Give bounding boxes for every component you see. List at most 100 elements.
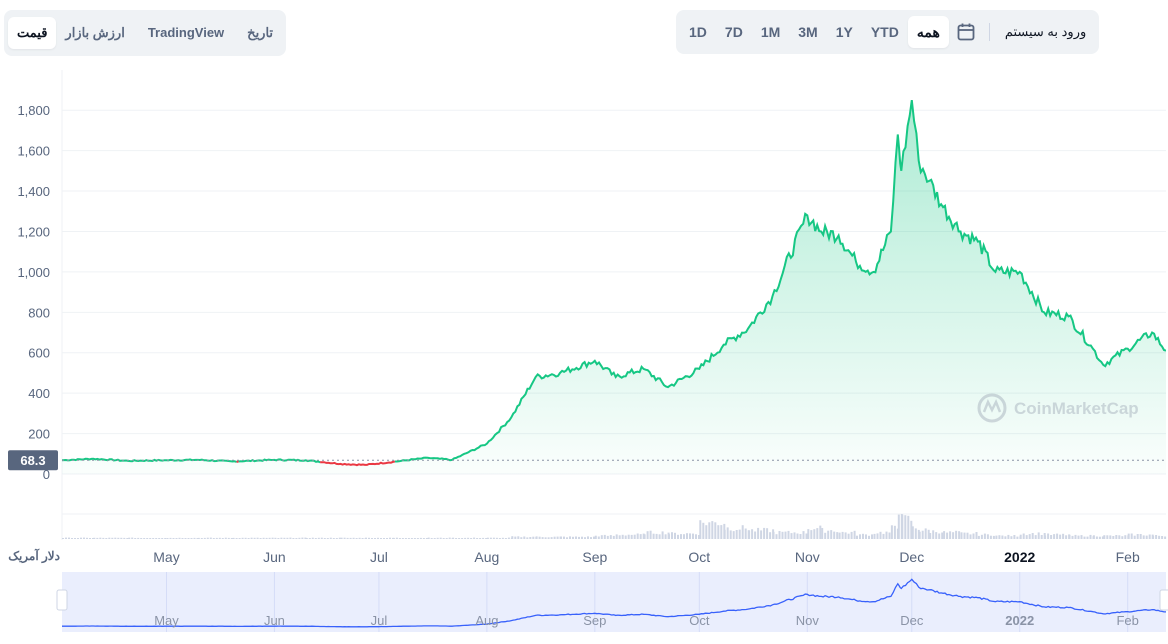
y-tick-label: 800 <box>28 305 50 320</box>
volume-bar <box>946 532 949 539</box>
volume-bar <box>1164 536 1167 539</box>
volume-bar <box>1016 536 1019 539</box>
currency-label: دلار آمریک <box>8 547 60 564</box>
volume-bar <box>850 531 853 539</box>
volume-bar <box>1086 536 1089 539</box>
volume-bar <box>96 537 99 539</box>
volume-bar <box>221 538 224 539</box>
volume-bar <box>175 538 178 539</box>
volume-bar <box>479 538 482 539</box>
range-7d-button[interactable]: 7D <box>724 24 743 40</box>
range-navigator[interactable]: May Jun Jul Aug Sep Oct Nov Dec 2022 Feb <box>56 572 1168 632</box>
volume-bar <box>532 536 535 539</box>
volume-bar <box>998 535 1001 539</box>
volume-bar <box>692 533 694 539</box>
volume-bar <box>111 537 114 539</box>
navigator-left-handle[interactable] <box>56 589 68 611</box>
volume-bar <box>143 538 146 539</box>
volume-bar <box>760 530 763 539</box>
volume-bar <box>597 536 600 539</box>
volume-bar <box>105 538 108 539</box>
range-3m-button[interactable]: 3M <box>798 24 818 40</box>
volume-bar <box>209 537 212 539</box>
volume-bar <box>769 532 772 539</box>
volume-bar <box>395 537 398 539</box>
price-area-fill <box>62 100 1166 474</box>
volume-bar <box>268 537 271 539</box>
volume-bar <box>977 535 980 539</box>
market-cap-tab[interactable]: ارزش بازار <box>65 25 125 40</box>
y-tick-label: 400 <box>28 386 50 401</box>
volume-bar <box>172 538 175 539</box>
volume-bar <box>992 535 995 539</box>
volume-bar <box>65 537 67 539</box>
volume-bar <box>590 537 592 539</box>
volume-bar <box>197 537 200 539</box>
volume-bar <box>775 534 778 539</box>
volume-bar <box>868 535 870 539</box>
volume-bar <box>735 530 738 539</box>
navigator-window[interactable] <box>62 572 1166 632</box>
volume-bar <box>230 538 233 539</box>
volume-bar <box>436 537 439 539</box>
volume-bar <box>458 538 461 539</box>
volume-bar <box>486 537 489 539</box>
volume-bar <box>461 538 464 539</box>
volume-bar <box>120 537 123 539</box>
volume-bar <box>538 536 541 539</box>
volume-bar <box>410 538 413 539</box>
volume-bar <box>569 536 571 539</box>
login-button[interactable]: ورود به سیستم <box>1004 24 1087 39</box>
volume-bar <box>523 536 526 539</box>
navigator-right-handle[interactable] <box>1159 589 1168 611</box>
watermark-text: CoinMarketCap <box>1014 399 1139 418</box>
volume-bar <box>386 538 388 539</box>
volume-bar <box>995 535 998 539</box>
volume-bar <box>517 536 520 539</box>
history-tab[interactable]: تاریخ <box>247 25 274 40</box>
volume-bar <box>1056 533 1059 539</box>
range-1d-button[interactable]: 1D <box>689 24 707 40</box>
volume-bar <box>1139 534 1142 539</box>
volume-bar <box>482 537 485 539</box>
volume-bar <box>578 536 580 539</box>
volume-bar <box>813 529 816 539</box>
volume-bar <box>244 537 247 539</box>
volume-bar <box>320 537 323 539</box>
range-1m-button[interactable]: 1M <box>760 24 781 40</box>
volume-bar <box>1068 534 1071 539</box>
volume-bar <box>1112 536 1115 539</box>
volume-bar <box>332 538 335 539</box>
range-1y-button[interactable]: 1Y <box>835 24 853 40</box>
volume-bar <box>241 537 244 539</box>
volume-bar <box>963 532 966 539</box>
volume-bar <box>943 531 946 539</box>
volume-bar <box>699 520 702 539</box>
price-line-segment <box>320 460 396 467</box>
volume-bar <box>392 537 395 539</box>
volume-bar <box>726 527 729 539</box>
volume-bar <box>966 532 969 539</box>
volume-bar <box>80 537 82 539</box>
volume-bar <box>1007 534 1010 539</box>
volume-bar <box>448 537 451 539</box>
range-all-button[interactable]: همه <box>907 16 949 48</box>
calendar-icon[interactable] <box>949 16 983 48</box>
x-tick-label: Aug <box>474 549 499 565</box>
volume-bar <box>636 533 639 539</box>
volume-bar <box>969 534 972 539</box>
volume-bar <box>193 537 196 539</box>
volume-bar <box>529 537 532 539</box>
volume-bar <box>658 534 661 539</box>
x-tick-label: Jul <box>370 549 388 565</box>
volume-bar <box>618 535 621 539</box>
price-tab[interactable]: قیمت <box>8 17 57 49</box>
volume-bar <box>1010 536 1013 539</box>
volume-bar <box>501 537 504 539</box>
volume-bar <box>1040 535 1043 539</box>
volume-bar <box>187 538 190 539</box>
range-ytd-button[interactable]: YTD <box>870 24 899 40</box>
volume-bar <box>723 529 726 539</box>
tradingview-tab[interactable]: TradingView <box>147 25 225 40</box>
price-line-segment <box>394 99 1166 463</box>
